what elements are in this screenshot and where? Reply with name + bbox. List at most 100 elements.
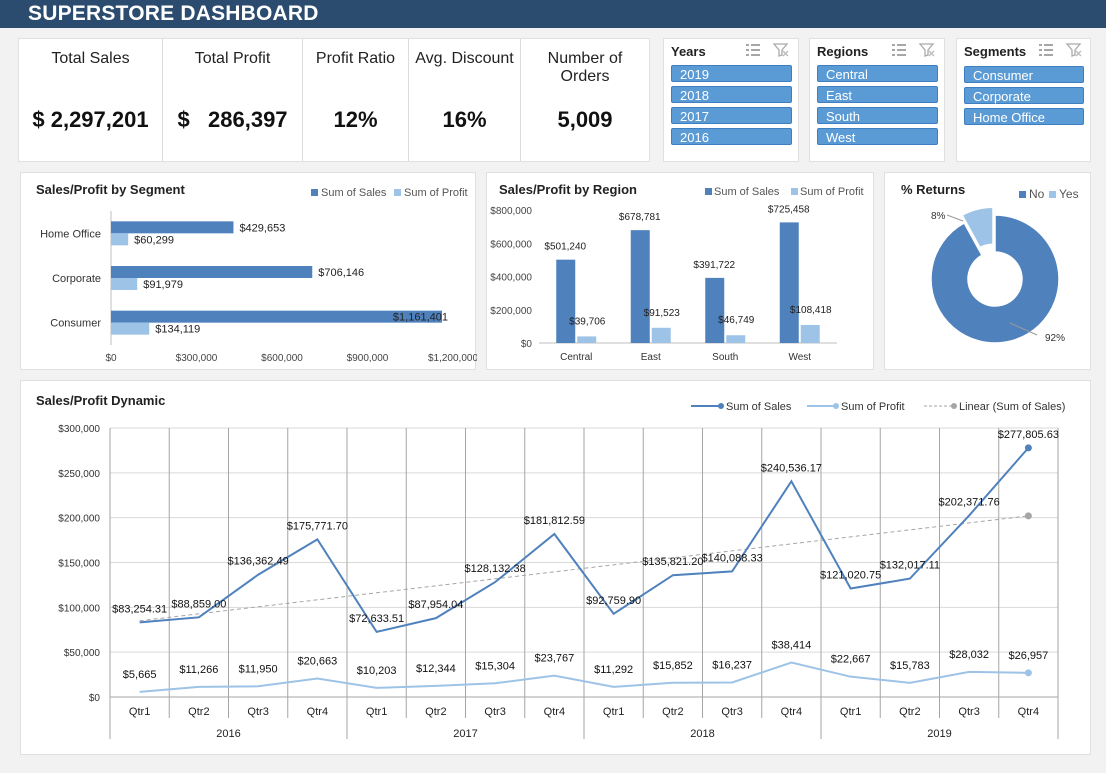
multi-select-icon[interactable] [1037, 42, 1055, 58]
x-year-label: 2016 [216, 728, 240, 740]
slicer-item-east[interactable]: East [817, 86, 938, 103]
returns-chart: No Yes 92% 8% [930, 187, 1079, 344]
trend-end-marker [1024, 512, 1032, 520]
x-category-label: East [641, 352, 661, 363]
sales-data-label: $132,017.11 [880, 560, 940, 572]
legend-marker-sales [718, 403, 724, 409]
sales-data-label: $706,146 [318, 267, 364, 279]
x-quarter-label: Qtr2 [188, 706, 209, 718]
x-category-label: West [788, 352, 811, 363]
kpi-value: 5,009 [557, 107, 613, 132]
legend-marker-trend [951, 403, 957, 409]
slicer-item-corporate[interactable]: Corporate [964, 87, 1084, 104]
legend-label-sales: Sum of Sales [714, 186, 780, 198]
legend-label-profit: Sum of Profit [404, 187, 468, 199]
profit-data-label: $15,783 [890, 660, 930, 672]
donut-slice-yes [961, 206, 994, 249]
legend-swatch-sales [705, 188, 712, 195]
slicer-title: Segments [964, 44, 1027, 59]
kpi-avg-discount: Avg. Discount 16% [409, 39, 521, 161]
sales-bar [705, 277, 725, 343]
slicer-item-west[interactable]: West [817, 128, 938, 145]
clear-filter-icon[interactable] [772, 42, 790, 58]
x-quarter-label: Qtr4 [781, 706, 802, 718]
slicer-item-home-office[interactable]: Home Office [964, 108, 1084, 125]
multi-select-icon[interactable] [744, 42, 762, 58]
dashboard-title: SUPERSTORE DASHBOARD [28, 2, 319, 25]
kpi-number-of-orders: Number of Orders 5,009 [521, 39, 649, 161]
profit-data-label: $12,344 [416, 663, 456, 675]
header-bar: SUPERSTORE DASHBOARD [0, 0, 1106, 28]
x-tick-label: $0 [105, 353, 117, 364]
x-tick-label: $1,200,000 [428, 353, 477, 364]
x-quarter-label: Qtr3 [721, 706, 742, 718]
legend-marker-profit [833, 403, 839, 409]
profit-data-label: $39,706 [569, 316, 606, 327]
clear-filter-icon[interactable] [918, 42, 936, 58]
kpi-value: $ 286,397 [177, 107, 288, 132]
legend-label-profit: Sum of Profit [800, 186, 864, 198]
trend-line [139, 515, 1029, 622]
sales-data-label: $136,362.49 [228, 556, 289, 568]
y-tick-label: $200,000 [490, 306, 532, 317]
profit-bar [651, 327, 671, 343]
slicer-item-consumer[interactable]: Consumer [964, 66, 1084, 83]
profit-data-label: $91,523 [644, 308, 681, 319]
multi-select-icon[interactable] [890, 42, 908, 58]
x-quarter-label: Qtr1 [840, 706, 861, 718]
profit-data-label: $20,663 [297, 655, 337, 667]
profit-bar [577, 336, 597, 343]
slicer-item-2017[interactable]: 2017 [671, 107, 792, 124]
y-tick-label: $250,000 [58, 469, 100, 480]
clear-filter-icon[interactable] [1065, 42, 1083, 58]
legend-swatch-yes [1049, 191, 1056, 198]
legend-swatch-profit [394, 189, 401, 196]
profit-data-label: $28,032 [949, 649, 989, 661]
y-category-label: Consumer [50, 318, 101, 330]
profit-data-label: $15,304 [475, 660, 515, 672]
y-category-label: Corporate [52, 273, 101, 285]
slicer-item-2019[interactable]: 2019 [671, 65, 792, 82]
x-category-label: South [712, 352, 738, 363]
slicer-item-2018[interactable]: 2018 [671, 86, 792, 103]
profit-bar [800, 324, 820, 343]
x-quarter-label: Qtr1 [603, 706, 624, 718]
profit-data-label: $60,299 [134, 234, 174, 246]
kpi-profit-ratio: Profit Ratio 12% [303, 39, 409, 161]
profit-data-label: $11,292 [594, 664, 633, 676]
x-category-label: Central [560, 352, 592, 363]
region-chart-panel: Sales/Profit by Region Sum of Sales Sum o… [486, 172, 874, 370]
x-quarter-label: Qtr4 [307, 706, 328, 718]
legend-swatch-profit [791, 188, 798, 195]
profit-data-label: $5,665 [123, 669, 157, 681]
x-quarter-label: Qtr2 [425, 706, 446, 718]
x-quarter-label: Qtr4 [544, 706, 565, 718]
sales-bar [779, 222, 799, 343]
profit-data-label: $16,237 [712, 659, 752, 671]
dynamic-chart-title: Sales/Profit Dynamic [36, 393, 166, 408]
x-quarter-label: Qtr3 [484, 706, 505, 718]
slicer-item-2016[interactable]: 2016 [671, 128, 792, 145]
profit-bar [111, 278, 138, 290]
kpi-label: Profit Ratio [315, 50, 396, 67]
region-chart: Sum of Sales Sum of Profit $0 $200,000 $400,… [490, 186, 864, 363]
legend-label-profit: Sum of Profit [841, 401, 905, 413]
sales-data-label: $87,954.04 [408, 599, 463, 611]
x-quarter-label: Qtr2 [662, 706, 683, 718]
slicer-segments: Segments Consumer Corporate Home Office [956, 38, 1091, 162]
region-chart-title: Sales/Profit by Region [499, 182, 637, 197]
profit-line [139, 661, 1029, 693]
sales-data-label: $1,161,401 [393, 312, 448, 324]
returns-chart-panel: % Returns No Yes 92% 8% [884, 172, 1091, 370]
slicer-item-central[interactable]: Central [817, 65, 938, 82]
profit-bar [111, 233, 129, 246]
x-tick-label: $300,000 [176, 353, 218, 364]
slicer-item-south[interactable]: South [817, 107, 938, 124]
kpi-label: Total Profit [194, 50, 271, 67]
kpi-label: Avg. Discount [415, 50, 514, 67]
y-tick-label: $200,000 [58, 514, 100, 525]
kpi-value: 12% [333, 107, 378, 132]
legend-label-no: No [1029, 187, 1045, 201]
kpi-total-profit: Total Profit $ 286,397 [163, 39, 303, 161]
y-tick-label: $100,000 [58, 603, 100, 614]
